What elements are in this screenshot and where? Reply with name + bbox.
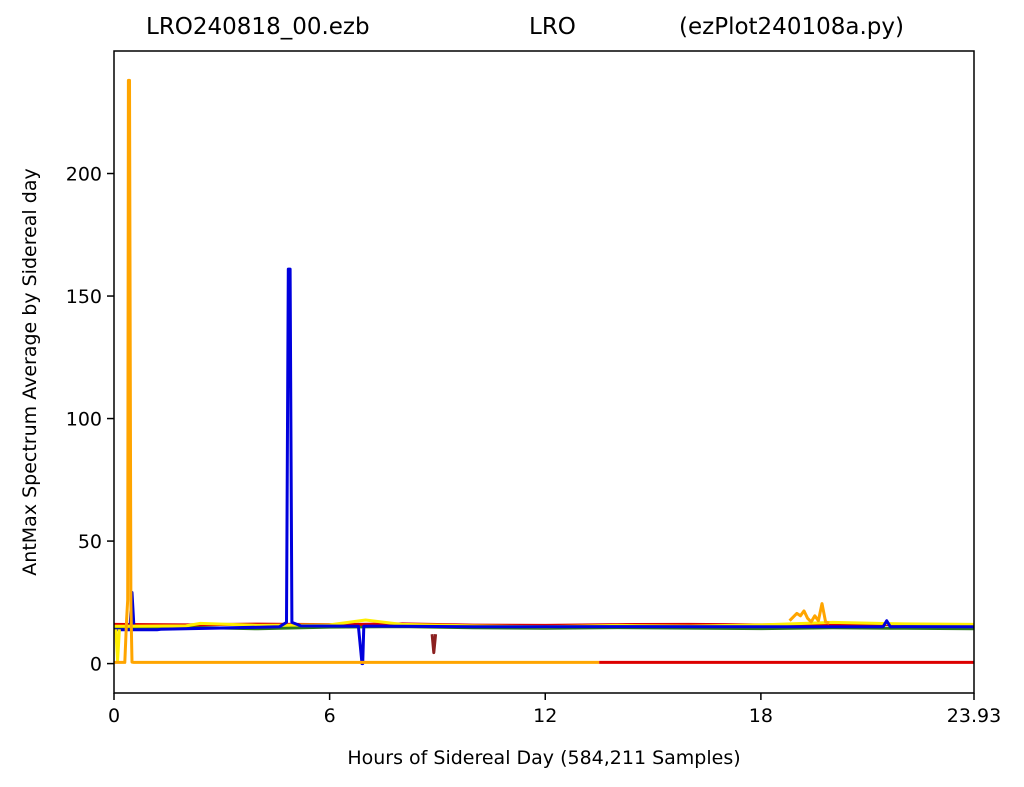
title-script: (ezPlot240108a.py): [679, 14, 904, 40]
plot-frame: [113, 50, 975, 694]
x-tick-label: 0: [108, 705, 120, 727]
y-tick-label: 150: [66, 286, 102, 308]
series-layer: [114, 78, 974, 666]
x-tick-label: 6: [324, 705, 336, 727]
y-tick-label: 200: [66, 164, 102, 186]
y-tick-label: 50: [78, 531, 102, 553]
x-tick-label: 23.93: [947, 705, 1001, 727]
y-axis-label: AntMax Spectrum Average by Sidereal day: [19, 168, 41, 575]
series-line-7: [114, 629, 121, 663]
y-tick-label: 0: [90, 654, 102, 676]
x-tick-label: 18: [749, 705, 773, 727]
chart-title: LRO240818_00.ezb LRO (ezPlot240108a.py): [114, 14, 974, 48]
series-line-8: [114, 78, 600, 664]
x-axis: 0 6 12 18 23.93: [108, 693, 1001, 727]
y-axis: 0 50 100 150 200: [66, 164, 114, 676]
x-tick-label: 12: [533, 705, 557, 727]
series-line-6: [430, 634, 438, 655]
series-line-9: [788, 602, 830, 625]
title-station: LRO: [529, 14, 576, 40]
title-filename: LRO240818_00.ezb: [146, 14, 370, 40]
series-line-4: [114, 267, 974, 666]
y-tick-label: 100: [66, 409, 102, 431]
x-axis-label: Hours of Sidereal Day (584,211 Samples): [347, 747, 740, 769]
